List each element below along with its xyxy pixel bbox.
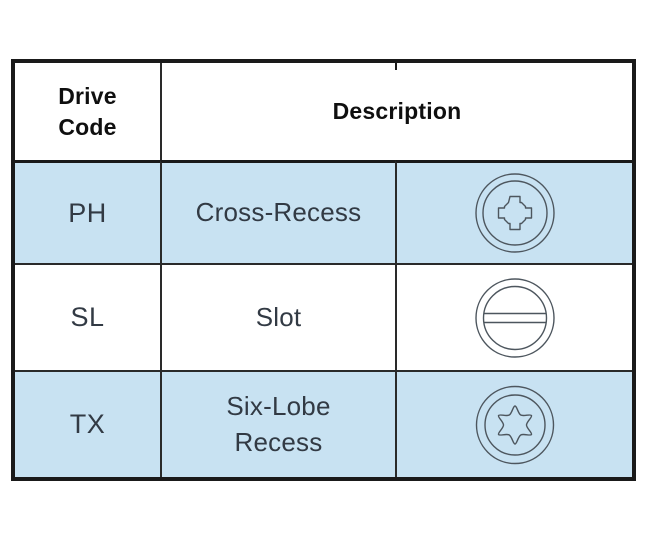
header-drive-code: Drive Code <box>58 83 117 140</box>
six-lobe-recess-icon <box>475 385 554 464</box>
description-cell: Cross-Recess <box>160 160 395 263</box>
description-cell: Six-Lobe Recess <box>160 370 395 477</box>
drive-code-cell: TX <box>15 370 160 477</box>
header-column-divider-tick <box>395 63 397 70</box>
icon-cell <box>395 160 632 263</box>
icon-cell <box>395 370 632 477</box>
drive-code-cell: SL <box>15 263 160 370</box>
header-description: Description <box>160 63 632 160</box>
description-cell: Slot <box>160 263 395 370</box>
drive-code-cell: PH <box>15 160 160 263</box>
phillips-cross-recess-icon <box>474 173 555 253</box>
icon-cell <box>395 263 632 370</box>
slot-icon <box>474 277 555 358</box>
drive-code-table: Drive Code Description PH Cross-Recess S… <box>11 59 636 481</box>
